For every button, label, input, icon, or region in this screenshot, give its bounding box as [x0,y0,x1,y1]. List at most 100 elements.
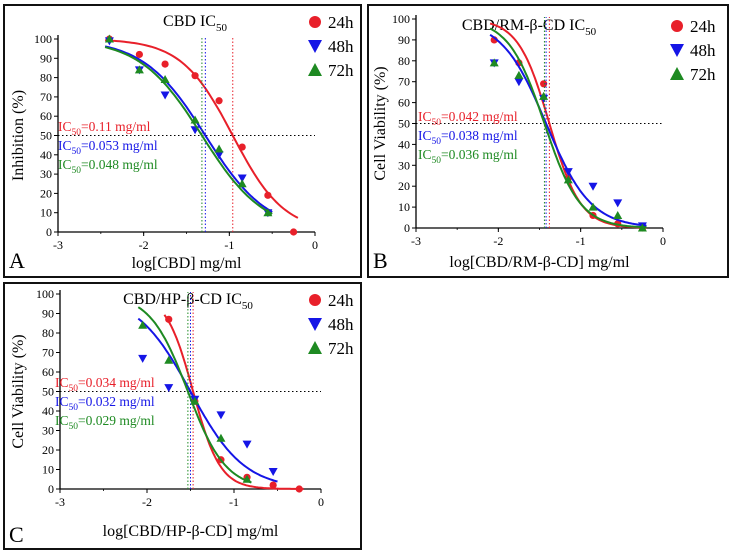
chart-c-point-72h [138,320,148,329]
chart-b-legend-label-24h: 24h [690,17,716,36]
chart-c-y-tick-label: 60 [42,365,54,379]
chart-a-point-72h [237,179,247,188]
chart-b-point-24h [540,80,548,88]
chart-a-title: CBD IC50 [163,13,227,34]
chart-b-point-72h [613,210,623,219]
chart-c-legend-marker-48h [308,318,322,331]
chart-c-ic50-annotation-24h: IC50=0.034 mg/ml [55,375,155,394]
chart-c-point-24h [165,315,173,323]
chart-b-point-48h [514,78,524,87]
chart-b-ic50-annotation-48h: IC50=0.038 mg/ml [418,128,518,147]
chart-c-point-48h [216,411,226,420]
chart-c-ic50-annotation-72h: IC50=0.029 mg/ml [55,413,155,432]
chart-a-point-24h [238,143,246,151]
panel-b: 0 10 20 30 40 50 60 70 80 90 100 -3 -2 -1 0 CBD/RM-β-CD… [367,4,729,278]
chart-c-point-48h [242,440,252,449]
chart-b-x-tick-label: -2 [493,234,503,248]
chart-a-panel-letter: A [9,248,25,273]
chart-c-legend-label-48h: 48h [328,315,354,334]
chart-b: 0 10 20 30 40 50 60 70 80 90 100 -3 -2 -1 0 CBD/RM-β-CD… [372,12,716,273]
chart-b-legend-marker-72h [670,67,684,80]
chart-b-title: CBD/RM-β-CD IC50 [462,17,597,38]
chart-c-point-48h [138,354,148,363]
chart-b-legend-label-72h: 72h [690,65,716,84]
chart-b-y-tick-label: 30 [398,158,410,172]
chart-c-point-48h [268,467,278,476]
chart-c-y-tick-label: 80 [42,326,54,340]
chart-a-y-tick-label: 60 [40,109,52,123]
chart-c-y-tick-label: 0 [48,482,54,496]
chart-b-ic50-annotation-72h: IC50=0.036 mg/ml [418,147,518,166]
chart-a-y-tick-label: 50 [40,129,52,143]
chart-a-ic50-annotation-24h: IC50=0.11 mg/ml [58,119,151,138]
chart-c: 0 10 20 30 40 50 60 70 80 90 100 -3 -2 -1 0 CBD/HP-β-CD… [9,287,354,547]
chart-c-point-72h [216,433,226,442]
chart-b-point-72h [489,58,499,67]
chart-c-point-24h [269,481,277,489]
chart-c-legend-label-72h: 72h [328,339,354,358]
chart-c-legend-marker-72h [308,341,322,354]
chart-b-point-72h [563,175,573,184]
chart-b-panel-letter: B [373,248,388,273]
chart-a-x-tick-label: -3 [53,238,63,252]
chart-b-x-tick-label: -1 [576,234,586,248]
chart-a-point-72h [214,144,224,153]
chart-b-y-tick-label: 100 [392,12,410,26]
chart-b-point-72h [588,202,598,211]
chart-a-point-72h [263,208,273,217]
chart-b-y-tick-label: 90 [398,33,410,47]
chart-c-x-tick-label: -3 [55,495,65,509]
chart-c-point-72h [164,355,174,364]
chart-b-legend-marker-24h [671,20,683,32]
chart-b-point-48h [588,182,598,191]
chart-c-point-48h [164,384,174,393]
chart-a-y-tick-label: 30 [40,167,52,181]
chart-c-legend-marker-24h [309,294,321,306]
chart-c-y-tick-label: 50 [42,385,54,399]
chart-c-y-tick-label: 70 [42,346,54,360]
chart-a-point-48h [160,91,170,100]
chart-a-x-tick-label: 0 [312,238,318,252]
chart-a-y-tick-label: 20 [40,186,52,200]
chart-a-y-tick-label: 90 [40,51,52,65]
chart-b-ic50-annotation-24h: IC50=0.042 mg/ml [418,109,518,128]
chart-b-y-tick-label: 80 [398,54,410,68]
chart-c-point-24h [295,485,303,493]
chart-a-y-tick-label: 70 [40,90,52,104]
chart-a-legend-marker-72h [308,63,322,76]
chart-a-point-24h [215,97,223,105]
chart-c-y-tick-label: 20 [42,443,54,457]
chart-a-fit-curve-24h [105,39,299,219]
chart-a-legend-marker-24h [309,16,321,28]
chart-c-fit-curve-72h [137,306,252,484]
chart-c-y-tick-label: 90 [42,307,54,321]
chart-b-y-axis-label: Cell Viability (%) [372,66,389,180]
chart-a-legend-label-72h: 72h [328,61,354,80]
panel-c: 0 10 20 30 40 50 60 70 80 90 100 -3 -2 -1 0 CBD/HP-β-CD… [3,282,362,550]
chart-a-point-72h [160,75,170,84]
chart-c-ic50-annotation-48h: IC50=0.032 mg/ml [55,394,155,413]
chart-b-point-72h [637,223,647,232]
chart-a-y-tick-label: 100 [34,32,52,46]
chart-b-fit-curve-24h [489,22,647,229]
chart-a-ic50-annotation-72h: IC50=0.048 mg/ml [58,157,158,176]
chart-a-point-72h [134,65,144,74]
chart-a-y-tick-label: 10 [40,206,52,220]
chart-b-fit-curve-72h [489,27,647,229]
chart-b-x-tick-label: 0 [660,234,666,248]
chart-a-legend-label-24h: 24h [328,13,354,32]
chart-b-y-tick-label: 40 [398,137,410,151]
chart-b-y-tick-label: 20 [398,179,410,193]
chart-a-point-24h [161,60,169,68]
chart-c-title: CBD/HP-β-CD IC50 [123,291,253,312]
chart-b-point-48h [613,199,623,208]
chart-b-y-tick-label: 60 [398,96,410,110]
chart-b-y-tick-label: 0 [404,221,410,235]
chart-c-x-tick-label: -1 [229,495,239,509]
panel-a: 0 10 20 30 40 50 60 70 80 90 100 -3 -2 -1 0 CBD IC50 log… [3,4,362,278]
chart-c-y-tick-label: 10 [42,463,54,477]
chart-a-y-tick-label: 40 [40,148,52,162]
chart-a-point-24h [135,50,143,59]
chart-a-y-tick-label: 80 [40,71,52,85]
chart-b-legend-label-48h: 48h [690,41,716,60]
